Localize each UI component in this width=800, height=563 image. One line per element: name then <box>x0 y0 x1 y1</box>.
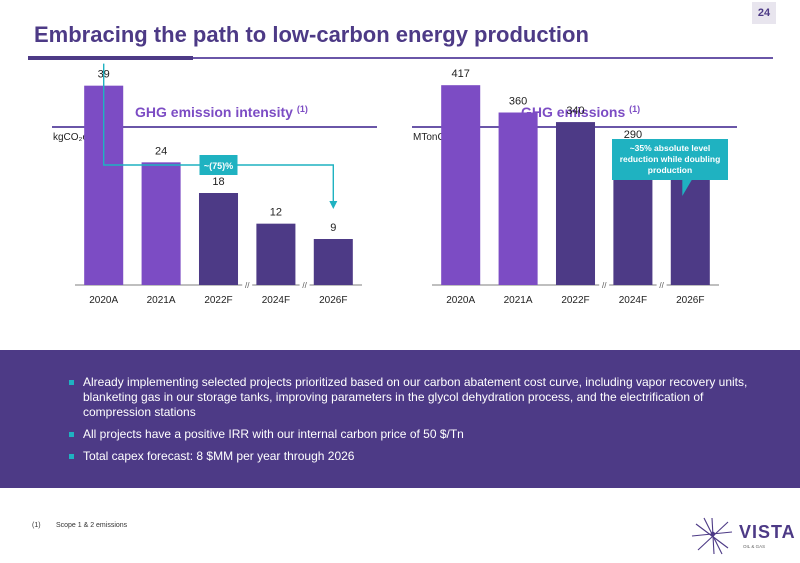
chart-title-footnote-mark: (1) <box>629 104 641 114</box>
x-tick-label: 2020A <box>446 295 475 306</box>
chart-title-text: GHG emission intensity <box>135 104 293 120</box>
bar-2022F <box>555 122 596 285</box>
reduction-label-box <box>199 155 238 175</box>
y-unit-label-emissions: MTonCO₂e <box>413 132 462 143</box>
logo-tagline: OIL & GAS <box>743 544 766 549</box>
bar-2024F <box>256 223 296 285</box>
bullet-list: Already implementing selected projects p… <box>68 375 758 471</box>
data-label: 24 <box>155 145 167 157</box>
x-tick-label: 2024F <box>619 295 647 306</box>
axis-break-gap <box>656 282 667 288</box>
x-tick-label: 2021A <box>504 295 533 306</box>
page-number: 24 <box>752 2 776 24</box>
arrow-head-icon <box>329 201 338 209</box>
x-tick-label: 2021A <box>147 295 176 306</box>
axis-break-mark: // <box>302 281 307 290</box>
axis-break-mark: // <box>602 281 607 290</box>
axis-break-mark: // <box>659 281 664 290</box>
axis-break-mark: // <box>245 281 250 290</box>
data-label: 12 <box>270 207 282 219</box>
data-label: 18 <box>212 176 224 188</box>
footnote-mark: (1) <box>32 522 41 529</box>
x-tick-label: 2026F <box>676 295 704 306</box>
data-label: 9 <box>330 222 336 234</box>
vista-logo-icon <box>691 517 733 555</box>
data-label: 340 <box>566 105 584 117</box>
bullet-item: Total capex forecast: 8 $MM per year thr… <box>68 449 758 464</box>
axis-break-gap <box>299 282 310 288</box>
axis-break-gap <box>242 282 253 288</box>
title-divider <box>28 57 773 59</box>
logo-wordmark: VISTA <box>739 522 796 542</box>
chart-title-emissions: GHG emissions (1) <box>521 104 640 120</box>
x-tick-label: 2022F <box>561 295 589 306</box>
chart-rule-intensity <box>52 126 377 128</box>
footnote: (1) Scope 1 & 2 emissions <box>32 522 127 529</box>
bar-2020A <box>441 85 481 285</box>
y-unit-label-intensity: kgCO₂e/boe <box>53 132 108 143</box>
data-label: 417 <box>452 68 470 80</box>
axis-break-gap <box>599 282 610 288</box>
page-title: Embracing the path to low-carbon energy … <box>34 22 589 47</box>
x-tick-label: 2026F <box>319 295 347 306</box>
bar-2021A <box>498 112 538 285</box>
x-tick-label: 2024F <box>262 295 290 306</box>
x-tick-label: 2020A <box>89 295 118 306</box>
title-divider-accent <box>28 56 193 60</box>
chart-title-intensity: GHG emission intensity (1) <box>135 104 308 120</box>
bar-2026F <box>313 239 353 285</box>
chart-title-text: GHG emissions <box>521 104 626 120</box>
highlights-band: Already implementing selected projects p… <box>0 350 800 488</box>
bullet-item: All projects have a positive IRR with ou… <box>68 427 758 442</box>
data-label: 290 <box>624 129 642 141</box>
bullet-item: Already implementing selected projects p… <box>68 375 758 420</box>
data-label: 360 <box>509 96 527 108</box>
footnote-text: Scope 1 & 2 emissions <box>55 522 128 529</box>
chart-title-footnote-mark: (1) <box>296 104 308 114</box>
x-tick-label: 2022F <box>204 295 232 306</box>
bar-2022F <box>198 193 239 285</box>
bar-2021A <box>141 162 181 285</box>
reduction-callout: ~35% absolute level reduction while doub… <box>612 139 728 180</box>
charts-canvas: 392020A242021A182022F122024F92026F////~(… <box>75 63 719 306</box>
reduction-label: ~(75)% <box>204 161 233 171</box>
callout-pointer <box>682 179 693 196</box>
